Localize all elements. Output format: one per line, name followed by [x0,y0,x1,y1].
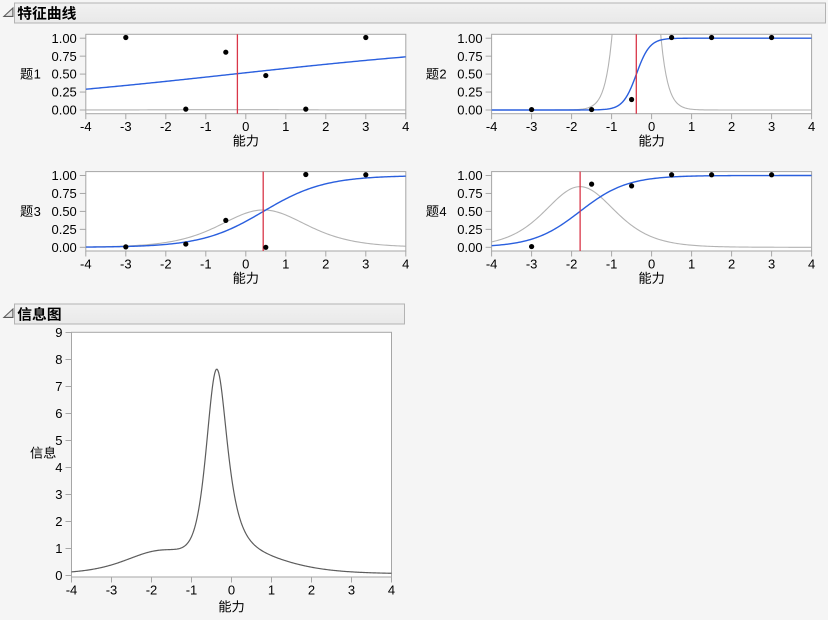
svg-text:-2: -2 [566,256,578,271]
svg-text:0.50: 0.50 [51,204,76,219]
svg-text:1.00: 1.00 [51,168,76,183]
svg-text:0.75: 0.75 [457,49,482,64]
svg-text:2: 2 [728,119,735,134]
svg-text:0.50: 0.50 [457,67,482,82]
svg-text:2: 2 [308,582,315,597]
svg-text:1: 1 [55,541,62,556]
svg-text:8: 8 [55,352,62,367]
svg-text:0.50: 0.50 [457,204,482,219]
svg-text:-4: -4 [486,256,498,271]
svg-text:2: 2 [728,256,735,271]
svg-text:-4: -4 [80,119,92,134]
svg-text:-2: -2 [160,256,172,271]
svg-text:0: 0 [55,568,62,583]
svg-text:2: 2 [55,514,62,529]
svg-text:0.25: 0.25 [51,85,76,100]
svg-text:1: 1 [34,67,41,82]
svg-text:0: 0 [648,256,655,271]
svg-text:-2: -2 [160,119,172,134]
svg-text:-1: -1 [606,119,618,134]
svg-text:1: 1 [688,256,695,271]
svg-text:1: 1 [282,256,289,271]
svg-text:-1: -1 [200,256,212,271]
svg-text:0.00: 0.00 [51,240,76,255]
svg-text:0.75: 0.75 [51,186,76,201]
svg-text:9: 9 [55,325,62,340]
svg-text:2: 2 [322,119,329,134]
svg-text:6: 6 [55,406,62,421]
svg-text:-3: -3 [526,256,538,271]
svg-text:1: 1 [282,119,289,134]
svg-text:4: 4 [439,204,446,219]
svg-text:1.00: 1.00 [457,31,482,46]
svg-text:-4: -4 [80,256,92,271]
svg-text:0.25: 0.25 [51,222,76,237]
svg-text:3: 3 [34,204,41,219]
svg-text:0.25: 0.25 [457,222,482,237]
svg-text:1: 1 [268,582,275,597]
svg-text:3: 3 [362,119,369,134]
svg-text:-3: -3 [526,119,538,134]
svg-text:0: 0 [242,119,249,134]
svg-text:1.00: 1.00 [51,31,76,46]
svg-text:0: 0 [242,256,249,271]
svg-text:-3: -3 [120,256,132,271]
svg-text:1.00: 1.00 [457,168,482,183]
svg-text:4: 4 [388,582,395,597]
svg-text:4: 4 [55,460,62,475]
svg-text:4: 4 [402,119,409,134]
svg-text:4: 4 [402,256,409,271]
svg-text:0.00: 0.00 [457,240,482,255]
svg-text:3: 3 [348,582,355,597]
svg-text:0.00: 0.00 [457,103,482,118]
svg-text:4: 4 [808,119,815,134]
svg-text:3: 3 [362,256,369,271]
svg-text:0.50: 0.50 [51,67,76,82]
svg-text:-4: -4 [66,582,78,597]
svg-text:3: 3 [768,256,775,271]
svg-text:3: 3 [55,487,62,502]
svg-text:-1: -1 [606,256,618,271]
svg-text:-2: -2 [146,582,158,597]
svg-text:-4: -4 [486,119,498,134]
svg-text:2: 2 [322,256,329,271]
svg-text:4: 4 [808,256,815,271]
svg-text:0.75: 0.75 [457,186,482,201]
svg-text:3: 3 [768,119,775,134]
svg-text:-1: -1 [200,119,212,134]
svg-text:-2: -2 [566,119,578,134]
svg-text:7: 7 [55,379,62,394]
svg-text:1: 1 [688,119,695,134]
svg-text:-3: -3 [106,582,118,597]
svg-text:5: 5 [55,433,62,448]
svg-text:0.00: 0.00 [51,103,76,118]
svg-text:-3: -3 [120,119,132,134]
svg-text:0: 0 [648,119,655,134]
svg-text:0.25: 0.25 [457,85,482,100]
svg-text:-1: -1 [186,582,198,597]
svg-text:0: 0 [228,582,235,597]
svg-text:0.75: 0.75 [51,49,76,64]
svg-text:2: 2 [439,67,446,82]
